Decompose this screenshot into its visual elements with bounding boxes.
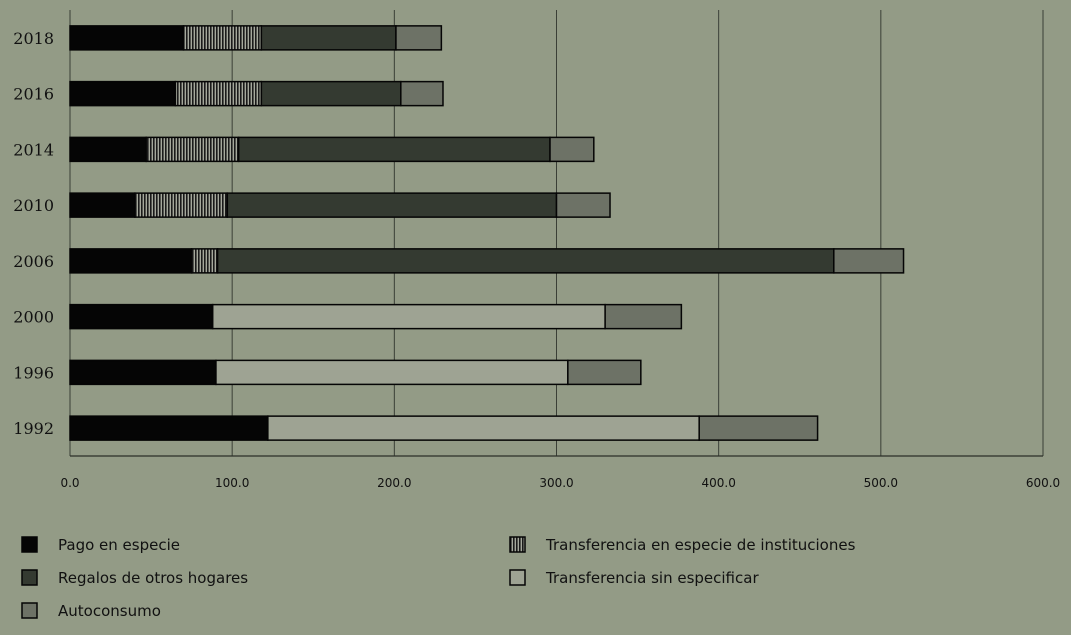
x-tick-label: 100.0 [215, 476, 249, 490]
bar-segment [555, 192, 611, 218]
bar-segment [604, 303, 683, 330]
bar-segment [260, 80, 402, 107]
bar-segment [698, 415, 819, 441]
x-tick-label: 400.0 [701, 476, 735, 490]
legend-label: Autoconsumo [58, 602, 161, 620]
bar-segment [267, 415, 700, 441]
x-tick-label: 600.0 [1026, 476, 1060, 490]
bar-segment [182, 25, 263, 51]
bar-segment [69, 303, 214, 330]
x-tick-label: 0.0 [60, 476, 79, 490]
bar-segment [190, 248, 219, 274]
bar-segment [216, 248, 835, 274]
bar-segment [69, 415, 269, 441]
y-tick-label: 2018 [13, 29, 54, 48]
legend-label: Transferencia sin especificar [545, 569, 759, 587]
y-tick-label: 2014 [13, 140, 54, 159]
legend-label: Regalos de otros hogares [58, 569, 248, 587]
bar-segment [69, 80, 177, 107]
y-tick-label: 1996 [13, 363, 54, 382]
y-tick-label: 1992 [13, 419, 54, 438]
bar-segment [567, 359, 642, 386]
bar-segment [549, 136, 595, 163]
axes: 0.0 100.0 200.0 300.0 400.0 500.0 600.0 2018 201… [13, 29, 1060, 490]
bar-segment [237, 136, 551, 163]
legend-swatch [21, 536, 38, 553]
y-tick-label: 2010 [13, 196, 54, 215]
bar-segment [260, 25, 397, 51]
legend-swatch [21, 602, 38, 619]
bar-segment [400, 80, 444, 107]
bar-segment [69, 25, 185, 51]
bar-segment [69, 136, 147, 163]
x-tick-label: 300.0 [539, 476, 573, 490]
y-tick-label: 2006 [13, 252, 54, 271]
bar-segment [211, 303, 606, 330]
bar-segment [69, 248, 193, 274]
legend-label: Transferencia en especie de institucione… [545, 536, 856, 554]
bar-segment [395, 25, 443, 51]
legend-swatch [509, 569, 526, 586]
bar-segment [174, 80, 263, 107]
x-tick-label: 200.0 [377, 476, 411, 490]
legend-swatch [21, 569, 38, 586]
bar-segment [134, 192, 229, 218]
grid-lines [69, 10, 1044, 456]
legend: Pago en especie Transferencia en especie … [21, 536, 856, 620]
bars [69, 25, 905, 441]
bar-segment [226, 192, 558, 218]
legend-label: Pago en especie [58, 536, 180, 554]
bar-segment [145, 136, 240, 163]
legend-swatch [509, 536, 526, 553]
bar-segment [215, 359, 569, 386]
y-tick-label: 2016 [13, 85, 54, 104]
x-tick-label: 500.0 [864, 476, 898, 490]
bar-segment [69, 359, 217, 386]
y-tick-label: 2000 [13, 308, 54, 327]
bar-segment [69, 192, 136, 218]
bar-segment [833, 248, 905, 274]
